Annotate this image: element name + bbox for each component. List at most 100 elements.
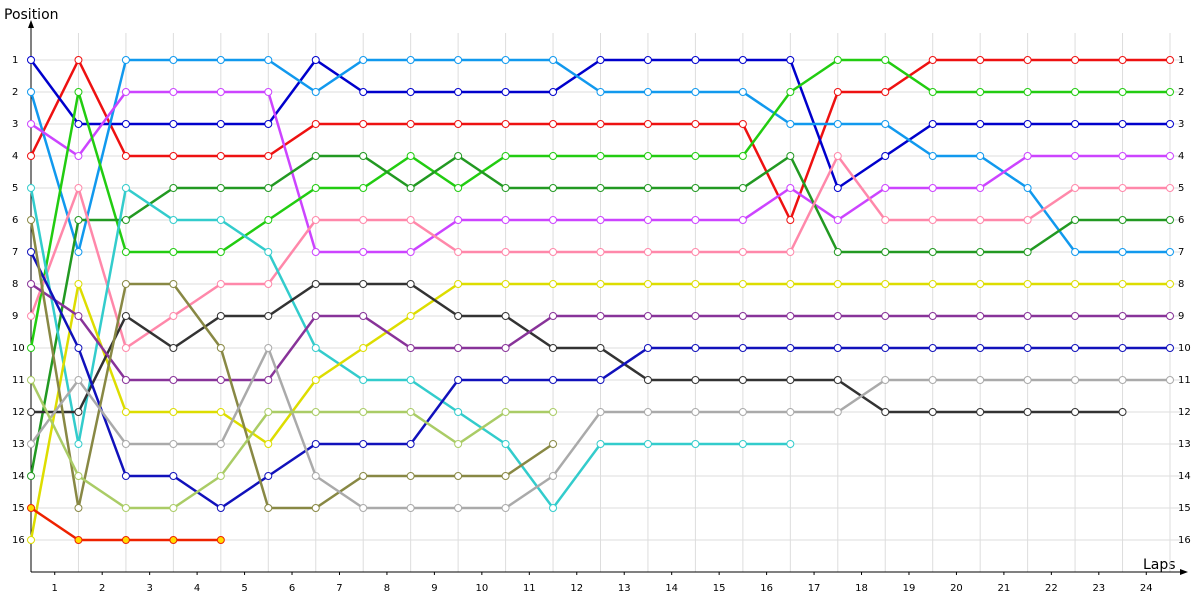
y-tick-label-right: 6 — [1178, 215, 1184, 226]
point-marker — [881, 184, 890, 192]
point-marker — [549, 280, 558, 288]
point-marker — [216, 408, 225, 416]
point-marker — [216, 472, 225, 480]
point-marker — [738, 344, 747, 352]
point-marker — [1118, 280, 1127, 288]
point-marker — [311, 248, 320, 256]
point-marker — [264, 408, 273, 416]
point-marker — [264, 344, 273, 352]
point-marker — [406, 88, 415, 96]
point-marker — [738, 120, 747, 128]
point-marker — [406, 152, 415, 160]
point-marker — [216, 248, 225, 256]
point-marker — [976, 120, 985, 128]
point-marker — [454, 248, 463, 256]
x-tick-label: 1 — [52, 583, 58, 594]
point-marker — [833, 344, 842, 352]
y-axis-arrow — [28, 20, 34, 28]
point-marker — [121, 248, 130, 256]
point-marker — [216, 152, 225, 160]
point-marker — [311, 216, 320, 224]
y-tick-label: 8 — [12, 279, 18, 290]
point-marker — [643, 56, 652, 64]
point-marker — [454, 280, 463, 288]
point-marker — [1166, 88, 1174, 96]
point-marker — [264, 248, 273, 256]
x-tick-label: 19 — [903, 583, 916, 594]
point-marker — [1118, 376, 1127, 384]
point-marker — [406, 280, 415, 288]
point-marker — [311, 312, 320, 320]
point-marker — [928, 120, 937, 128]
point-marker — [833, 216, 842, 224]
point-marker — [454, 152, 463, 160]
point-marker — [643, 152, 652, 160]
y-tick-label: 14 — [12, 471, 25, 482]
point-marker — [169, 472, 178, 480]
point-marker — [1071, 248, 1080, 256]
x-tick-label: 6 — [289, 583, 295, 594]
point-marker — [454, 376, 463, 384]
point-marker — [359, 216, 368, 224]
point-marker — [1118, 312, 1127, 320]
point-marker — [501, 280, 510, 288]
point-marker — [786, 344, 795, 352]
point-marker — [27, 440, 35, 448]
point-marker — [501, 504, 510, 512]
point-marker — [121, 376, 130, 384]
point-marker — [121, 344, 130, 352]
x-tick-label: 13 — [618, 583, 631, 594]
point-marker — [121, 440, 130, 448]
point-marker — [928, 248, 937, 256]
y-tick-label-right: 7 — [1178, 247, 1184, 258]
point-marker — [976, 88, 985, 96]
point-marker — [27, 56, 35, 64]
y-tick-label: 10 — [12, 343, 25, 354]
point-marker — [549, 216, 558, 224]
point-marker — [596, 120, 605, 128]
point-marker — [406, 120, 415, 128]
point-marker — [169, 376, 178, 384]
point-marker — [359, 280, 368, 288]
x-tick-label: 21 — [998, 583, 1011, 594]
point-marker — [1118, 344, 1127, 352]
point-marker — [359, 312, 368, 320]
point-marker — [264, 312, 273, 320]
point-marker — [786, 56, 795, 64]
point-marker — [454, 184, 463, 192]
point-marker — [833, 376, 842, 384]
point-marker — [549, 344, 558, 352]
x-tick-label: 9 — [431, 583, 437, 594]
point-marker — [786, 408, 795, 416]
point-marker — [738, 88, 747, 96]
y-tick-label: 13 — [12, 439, 25, 450]
point-marker — [786, 216, 795, 224]
point-marker — [264, 88, 273, 96]
point-marker — [1023, 152, 1032, 160]
point-marker — [549, 408, 558, 416]
y-tick-label-right: 15 — [1178, 503, 1191, 514]
point-marker — [928, 152, 937, 160]
point-marker — [264, 472, 273, 480]
point-marker — [643, 440, 652, 448]
point-marker — [121, 56, 130, 64]
point-marker — [1166, 312, 1174, 320]
point-marker — [596, 280, 605, 288]
point-marker — [928, 184, 937, 192]
point-marker — [501, 216, 510, 224]
point-marker — [596, 408, 605, 416]
point-marker — [928, 312, 937, 320]
point-marker — [454, 472, 463, 480]
point-marker — [691, 312, 700, 320]
point-marker — [359, 504, 368, 512]
x-tick-label: 17 — [808, 583, 821, 594]
point-marker — [216, 56, 225, 64]
point-marker — [786, 120, 795, 128]
point-marker — [359, 88, 368, 96]
point-marker — [976, 216, 985, 224]
point-marker — [1023, 184, 1032, 192]
x-tick-label: 14 — [665, 583, 678, 594]
point-marker — [406, 184, 415, 192]
point-marker — [881, 120, 890, 128]
point-marker — [264, 440, 273, 448]
